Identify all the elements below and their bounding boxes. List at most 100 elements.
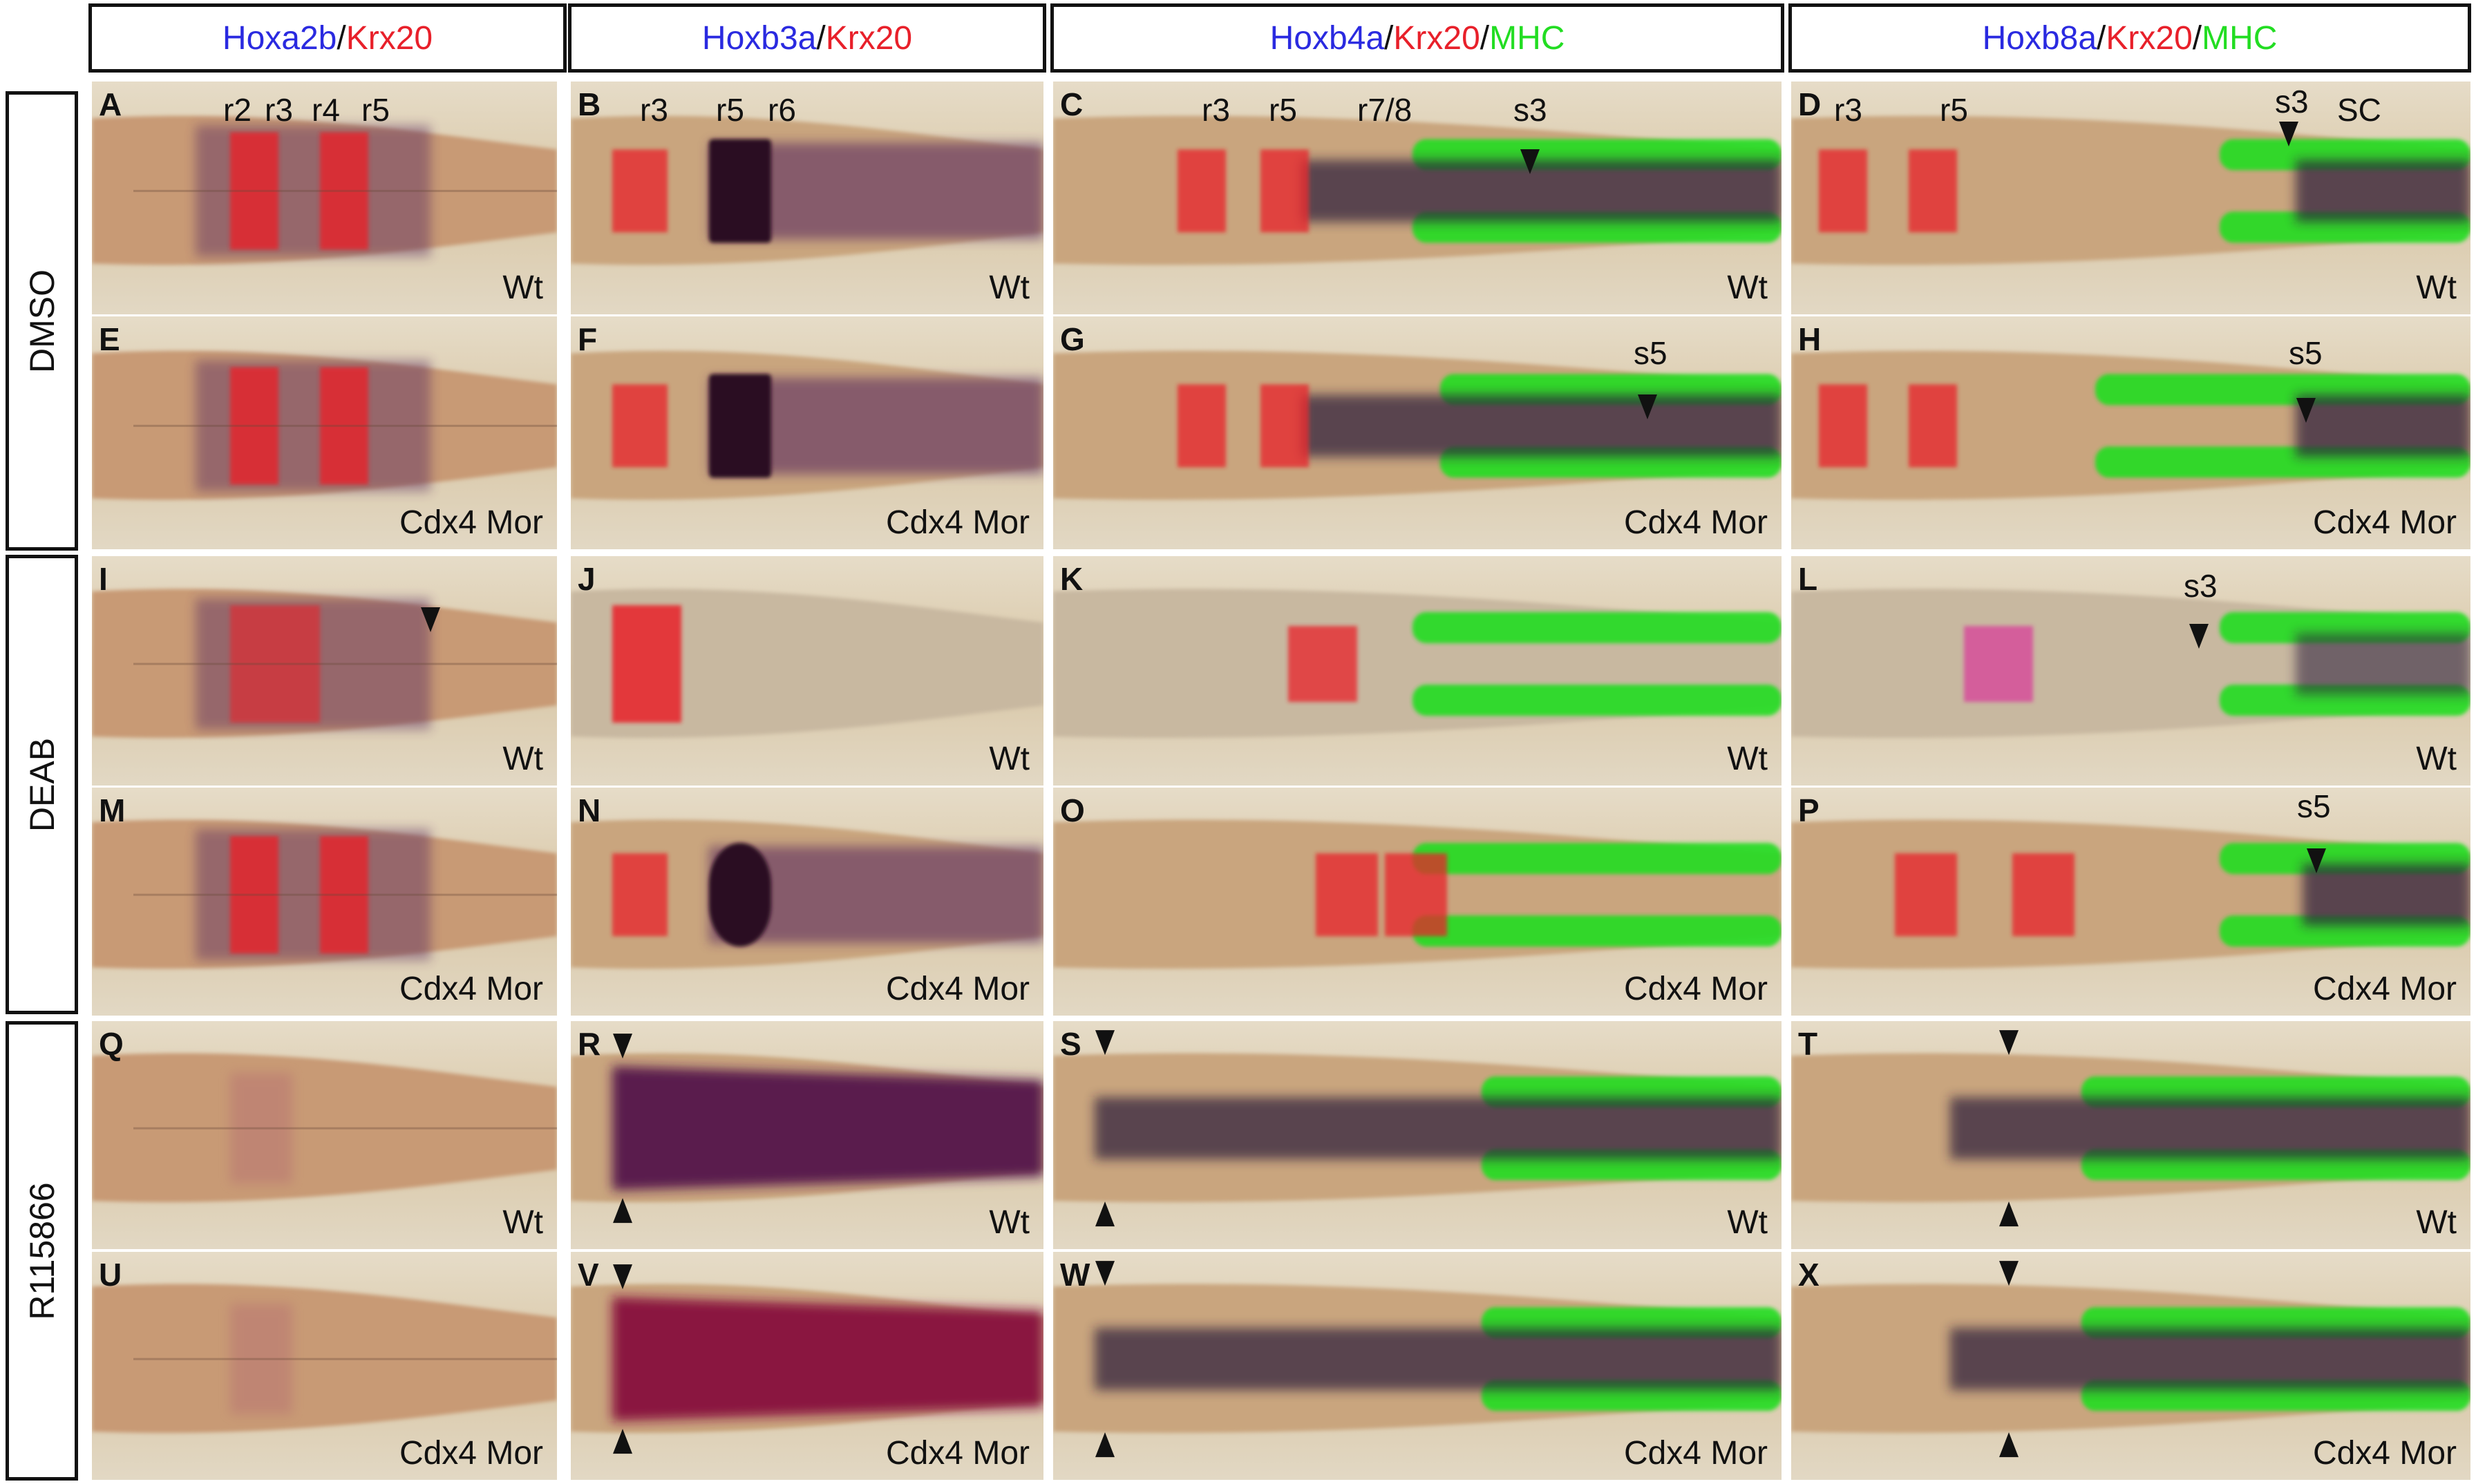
somite-label: s3: [1513, 92, 1547, 128]
krx20-stripe-r5: [1260, 149, 1309, 233]
arrowhead-icon: [1999, 1432, 2019, 1458]
rhombomere-label: r5: [1940, 92, 1968, 128]
genotype-label: Wt: [2416, 1204, 2457, 1241]
panel-letter: C: [1060, 86, 1084, 122]
embryo-image: [571, 1021, 1043, 1249]
micrograph-panel-u: U Cdx4 Mor: [92, 1252, 557, 1480]
micrograph-panel-k: K Wt: [1053, 556, 1782, 786]
embryo-image: [571, 788, 1043, 1016]
header-text-segment: /: [2097, 19, 2106, 57]
embryo-image: [92, 316, 557, 549]
krx20-stripe: [1288, 626, 1357, 703]
krx20-stripe-r5: [320, 367, 368, 485]
genotype-label: Wt: [989, 269, 1030, 306]
krx20-stripe-r3: [1819, 384, 1867, 468]
embryo-image: [571, 556, 1043, 786]
genotype-label: Wt: [989, 741, 1030, 777]
rhombomere-label: r7/8: [1357, 92, 1412, 128]
hox-stain: [1950, 1328, 2470, 1391]
embryo-image: [1791, 556, 2470, 786]
krx20-stripe-r5: [320, 132, 368, 250]
micrograph-panel-p: P s5 Cdx4 Mor: [1791, 788, 2470, 1016]
header-text-segment: MHC: [1489, 19, 1565, 57]
micrograph-panel-w: W Cdx4 Mor: [1053, 1252, 1782, 1480]
header-text-segment: Hoxa2b: [222, 19, 337, 57]
genotype-label: Wt: [1727, 741, 1768, 777]
header-text-segment: Krx20: [346, 19, 433, 57]
panel-letter: F: [578, 321, 598, 357]
arrowhead-icon: [2307, 848, 2326, 873]
arrowhead-icon: [2296, 398, 2316, 423]
micrograph-panel-s: S Wt: [1053, 1021, 1782, 1249]
embryo-image: [92, 788, 557, 1016]
arrowhead-icon: [613, 1429, 632, 1454]
rhombomere-label: r3: [1202, 92, 1230, 128]
panel-letter: B: [578, 86, 601, 122]
arrowhead-icon: [613, 1264, 632, 1290]
krx20-stripe-r5: [1909, 384, 1957, 468]
arrowhead-icon: [421, 607, 440, 633]
genotype-label: Cdx4 Mor: [399, 1435, 543, 1472]
krx20-stripe: [230, 605, 320, 723]
panel-letter: L: [1798, 561, 1818, 597]
rhombomere-label: r5: [716, 92, 744, 128]
rhombomere-label: r6: [768, 92, 796, 128]
mhc-somites-dorsal: [1412, 612, 1782, 644]
embryo-image: [92, 82, 557, 314]
rhombomere-label: r3: [640, 92, 668, 128]
embryo-image: [571, 82, 1043, 314]
genotype-label: Cdx4 Mor: [1623, 504, 1768, 541]
column-header-hoxb8a: Hoxb8a / Krx20/MHC: [1788, 3, 2471, 73]
rhombomere-label: r4: [312, 92, 340, 128]
arrowhead-icon: [1095, 1030, 1115, 1056]
rhombomere-label: r2: [223, 92, 252, 128]
header-text-segment: /: [1480, 19, 1490, 57]
krx20-stripe-r3: [612, 853, 668, 937]
rhombomere-label: r5: [361, 92, 390, 128]
genotype-label: Cdx4 Mor: [2312, 504, 2457, 541]
embryo-image: [1053, 316, 1782, 549]
embryo-tissue: [92, 1284, 557, 1434]
header-text-segment: Krx20: [1393, 19, 1480, 57]
header-text-segment: /: [816, 19, 826, 57]
krx20-stripe-r3: [1819, 149, 1867, 233]
micrograph-panel-m: M Cdx4 Mor: [92, 788, 557, 1016]
hox-stain: [1950, 1097, 2470, 1160]
mhc-somites-dorsal: [1412, 843, 1782, 875]
treatment-label-r115866: R115866: [6, 1021, 78, 1481]
panel-letter: Q: [99, 1026, 124, 1062]
panel-letter: S: [1060, 1026, 1081, 1062]
treatment-label-deab: DEAB: [6, 555, 78, 1014]
krx20-stripe-r3: [612, 149, 668, 233]
panel-letter: D: [1798, 86, 1822, 122]
rhombomere-label: r3: [1834, 92, 1862, 128]
panel-letter: E: [99, 321, 120, 357]
panel-letter: W: [1060, 1257, 1090, 1293]
micrograph-panel-f: F Cdx4 Mor: [571, 316, 1043, 549]
embryo-image: [1053, 556, 1782, 786]
panel-letter: M: [99, 792, 126, 828]
micrograph-panel-h: H s5 Cdx4 Mor: [1791, 316, 2470, 549]
hox-stain: [2303, 864, 2470, 926]
krx20-stripe-r5: [1385, 853, 1447, 937]
arrowhead-icon: [1999, 1030, 2019, 1056]
panel-letter: X: [1798, 1257, 1820, 1293]
micrograph-panel-a: A r2 r3 r4 r5 Wt: [92, 82, 557, 314]
genotype-label: Cdx4 Mor: [885, 971, 1030, 1007]
header-text-segment: Hoxb3a: [701, 19, 817, 57]
micrograph-panel-b: B r3 r5 r6 Wt: [571, 82, 1043, 314]
treatment-text: DEAB: [22, 737, 62, 832]
micrograph-panel-c: C r3 r5 r7/8 s3 Wt: [1053, 82, 1782, 314]
arrowhead-icon: [1999, 1261, 2019, 1286]
micrograph-panel-e: E Cdx4 Mor: [92, 316, 557, 549]
genotype-label: Cdx4 Mor: [885, 1435, 1030, 1472]
panel-letter: O: [1060, 792, 1085, 828]
arrowhead-icon: [1638, 394, 1657, 419]
krx20-stripe-r5: [1909, 149, 1957, 233]
panel-letter: I: [99, 561, 108, 597]
panel-letter: R: [578, 1026, 601, 1062]
embryo-image: [1791, 82, 2470, 314]
genotype-label: Wt: [1727, 269, 1768, 306]
embryo-image: [1791, 1021, 2470, 1249]
genotype-label: Wt: [2416, 269, 2457, 306]
